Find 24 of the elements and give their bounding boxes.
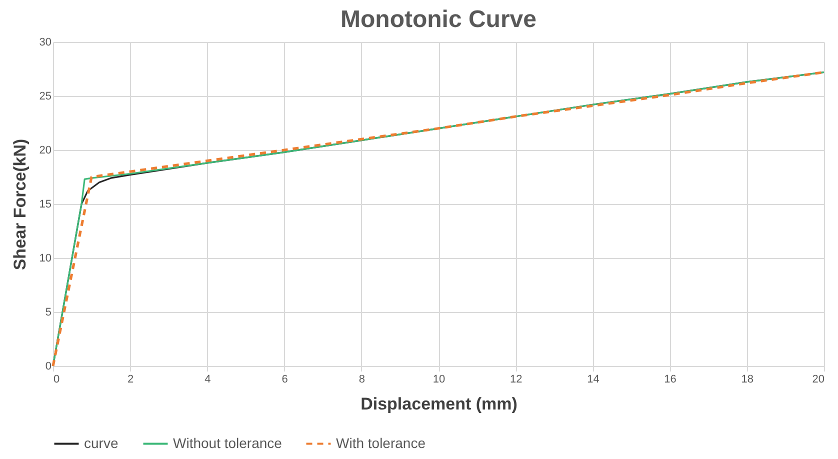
y-tick-label: 0: [45, 360, 52, 372]
x-tick-label: 2: [128, 374, 134, 386]
chart-title: Monotonic Curve: [340, 6, 536, 33]
y-tick-label: 5: [45, 306, 52, 318]
y-tick-label: 10: [39, 252, 52, 264]
y-tick-label: 20: [39, 144, 52, 156]
x-tick-label: 8: [358, 374, 365, 386]
y-tick-label: 15: [39, 198, 52, 210]
x-tick-label: 0: [54, 374, 60, 386]
legend-label: curve: [84, 434, 118, 451]
x-tick-label: 4: [204, 374, 211, 386]
x-tick-label: 14: [587, 374, 600, 386]
x-tick-label: 6: [282, 374, 288, 386]
legend-label: Without tolerance: [173, 434, 282, 451]
y-axis-title: Shear Force(kN): [10, 138, 30, 270]
y-tick-label: 25: [39, 90, 52, 102]
y-tick-label: 30: [39, 36, 52, 48]
x-tick-label: 12: [510, 374, 522, 386]
x-tick-label: 16: [664, 374, 676, 386]
x-tick-label: 20: [812, 374, 824, 386]
x-tick-label: 18: [741, 374, 754, 386]
x-tick-label: 10: [432, 374, 446, 386]
x-axis-title: Displacement (mm): [360, 394, 518, 414]
legend-label: With tolerance: [336, 434, 426, 451]
